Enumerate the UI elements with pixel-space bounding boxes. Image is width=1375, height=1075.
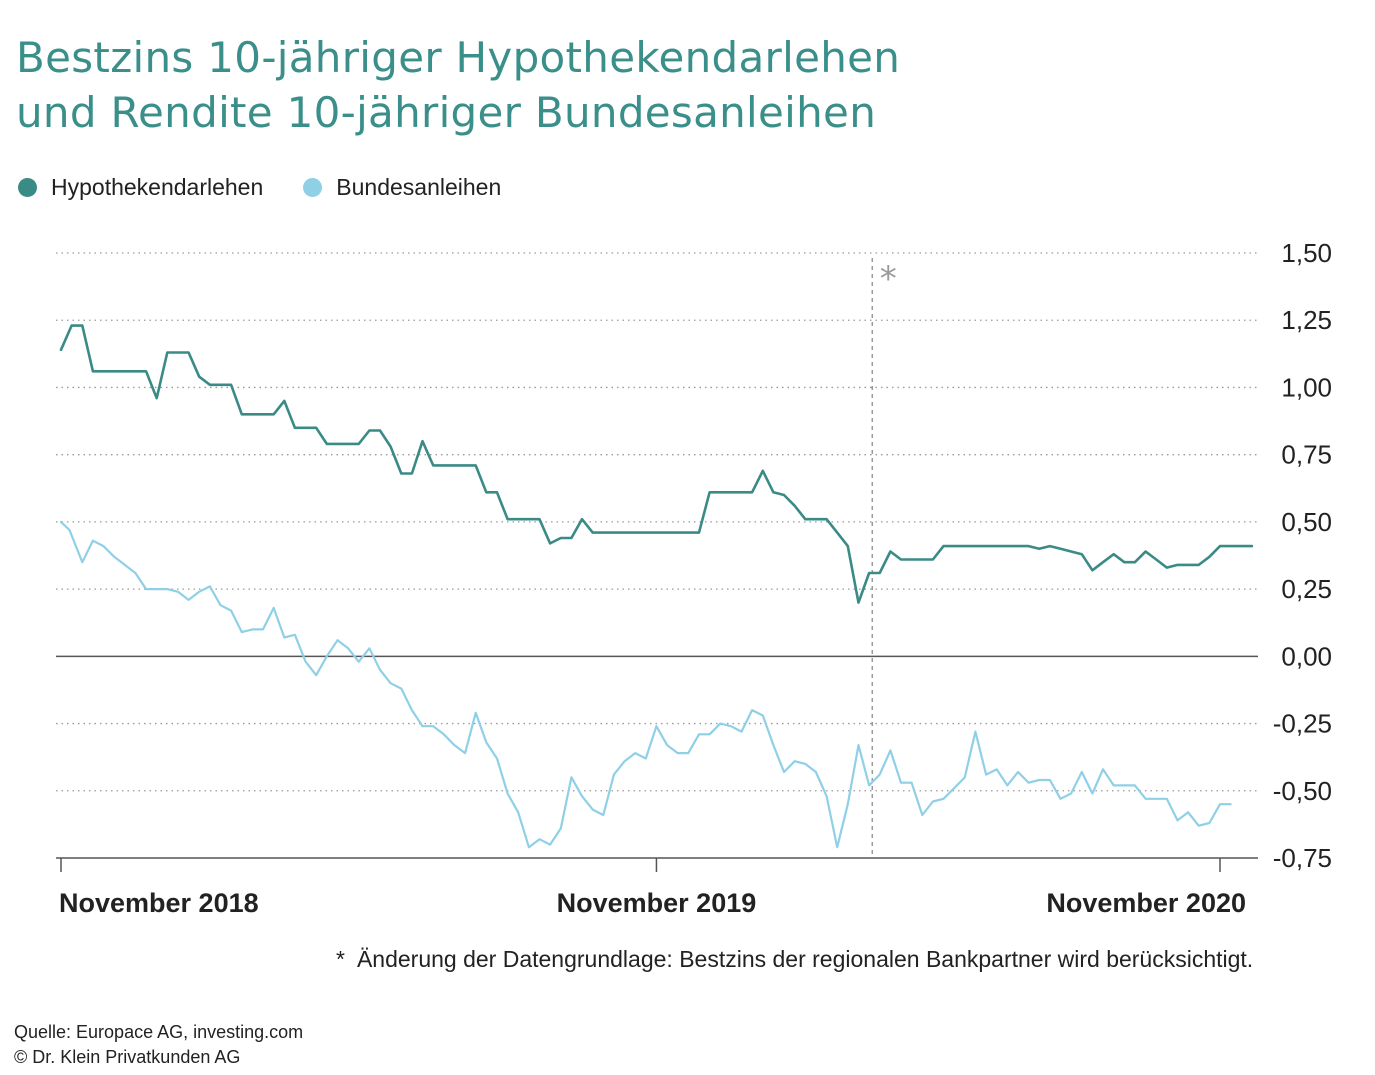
data-change-marker-label: * (880, 259, 897, 299)
x-tick-label: November 2018 (59, 888, 259, 918)
footnote-text: Änderung der Datengrundlage: Bestzins de… (356, 946, 1254, 972)
series-line-bund (59, 520, 1232, 849)
y-tick-label: 0,00 (1281, 641, 1332, 671)
chart-title-line-1: Bestzins 10-jähriger Hypothekendarlehen (16, 33, 901, 82)
chart-title: Bestzins 10-jähriger Hypothekendarlehen … (16, 30, 900, 140)
y-tick-label: 1,50 (1281, 238, 1332, 268)
source-credits: Quelle: Europace AG, investing.com © Dr.… (14, 1020, 303, 1070)
y-tick-label: 1,25 (1281, 305, 1332, 335)
legend-item-bund[interactable]: Bundesanleihen (303, 174, 501, 201)
footnote: * Änderung der Datengrundlage: Bestzins d… (336, 946, 1253, 973)
chart-title-line-2: und Rendite 10-jähriger Bundesanleihen (16, 88, 877, 137)
series-line-hypothek (59, 324, 1254, 604)
y-tick-label: -0,50 (1273, 776, 1332, 806)
y-tick-label: 1,00 (1281, 372, 1332, 402)
legend-dot-bund-icon (303, 178, 323, 197)
footnote-star: * (336, 946, 345, 972)
x-tick-label: November 2020 (1046, 888, 1246, 918)
x-tick-label: November 2019 (557, 888, 757, 918)
copyright-line: © Dr. Klein Privatkunden AG (14, 1047, 241, 1067)
y-tick-label: 0,25 (1281, 574, 1332, 604)
y-tick-label: 0,50 (1281, 507, 1332, 537)
y-tick-label: -0,25 (1273, 709, 1332, 739)
source-line: Quelle: Europace AG, investing.com (14, 1022, 304, 1042)
legend-label-bund: Bundesanleihen (336, 174, 502, 200)
legend-item-hypothek[interactable]: Hypothekendarlehen (18, 174, 263, 201)
y-tick-label: -0,75 (1273, 843, 1332, 873)
legend: Hypothekendarlehen Bundesanleihen (18, 174, 541, 201)
y-tick-label: 0,75 (1281, 440, 1332, 470)
legend-dot-hypothek-icon (18, 178, 37, 197)
legend-label-hypothek: Hypothekendarlehen (51, 174, 264, 200)
